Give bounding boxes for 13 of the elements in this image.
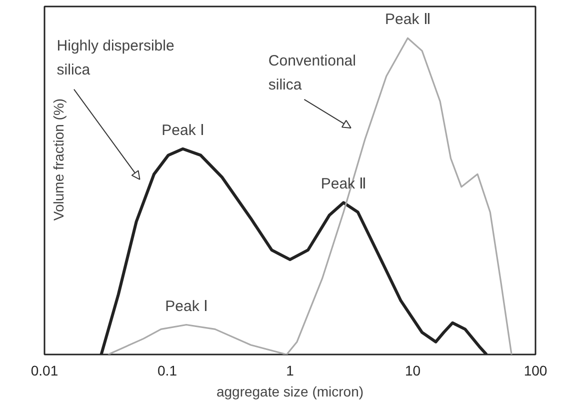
x-tick-label: 100 [524,362,548,378]
x-tick-label: 1 [286,362,294,378]
annotation: Peak Ⅱ [385,11,430,28]
series-label: Conventional silica [268,52,356,94]
x-tick-label: 0.1 [158,362,178,378]
x-tick-label: 0.01 [30,362,58,378]
x-axis-title: aggregate size (micron) [216,384,364,400]
y-axis-title: Volume fraction (%) [50,98,66,221]
annotation: Peak Ⅰ [165,298,208,315]
x-tick-label: 10 [404,362,421,378]
annotation: Peak Ⅱ [320,176,366,193]
annotation: Peak Ⅰ [162,122,204,139]
text: Highly dispersible silica [56,37,174,78]
